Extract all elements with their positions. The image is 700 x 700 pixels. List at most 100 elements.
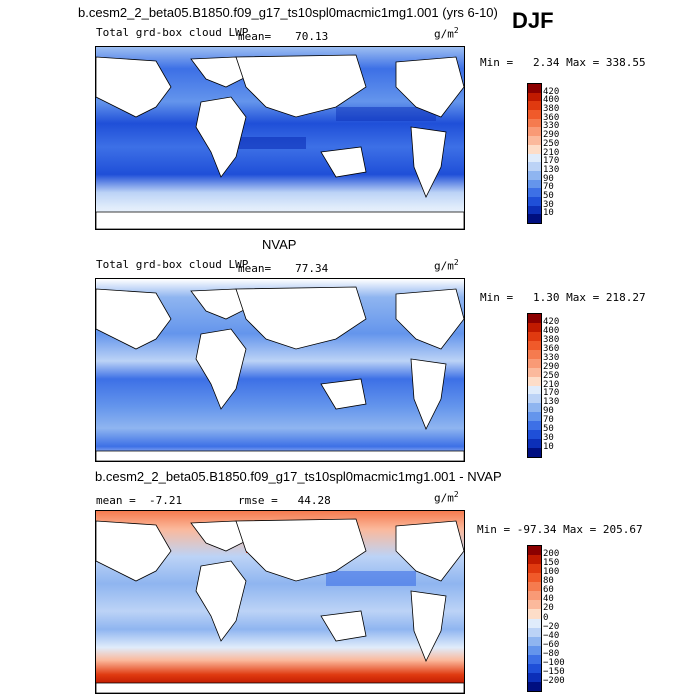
panel1-colorbar — [527, 83, 542, 224]
colorbar-segment — [528, 136, 541, 145]
colorbar-segment — [528, 600, 541, 610]
colorbar-segment — [528, 636, 541, 646]
colorbar-segment — [528, 188, 541, 197]
colorbar-tick-label: 360 — [543, 343, 560, 354]
colorbar-segment — [528, 573, 541, 583]
colorbar-tick-label: 10 — [543, 442, 554, 453]
colorbar-tick-label: 380 — [543, 104, 560, 115]
panel3-minmax: Min = -97.34 Max = 205.67 — [477, 523, 643, 536]
panel2-units: g/m2 — [434, 258, 459, 273]
panel3-units: g/m2 — [434, 490, 459, 505]
colorbar-tick-label: 170 — [543, 388, 560, 399]
colorbar-segment — [528, 546, 541, 556]
colorbar-segment — [528, 179, 541, 189]
colorbar-segment — [528, 322, 541, 332]
colorbar-segment — [528, 591, 541, 601]
colorbar-segment — [528, 101, 541, 111]
colorbar-segment — [528, 412, 541, 422]
panel3-title: b.cesm2_2_beta05.B1850.f09_g17_ts10spl0m… — [95, 469, 502, 484]
colorbar-segment — [528, 196, 541, 206]
colorbar-tick-label: −20 — [543, 621, 560, 632]
colorbar-tick-label: 50 — [543, 190, 554, 201]
colorbar-tick-label: 130 — [543, 397, 560, 408]
colorbar-tick-label: −200 — [543, 675, 565, 686]
colorbar-segment — [528, 618, 541, 628]
colorbar-tick-label: 200 — [543, 549, 560, 560]
colorbar-tick-label: −60 — [543, 639, 560, 650]
panel1-title: b.cesm2_2_beta05.B1850.f09_g17_ts10spl0m… — [78, 5, 498, 20]
colorbar-tick-label: 50 — [543, 424, 554, 435]
colorbar-tick-label: 10 — [543, 208, 554, 219]
colorbar-tick-label: −100 — [543, 657, 565, 668]
colorbar-segment — [528, 340, 541, 350]
colorbar-tick-label: −80 — [543, 648, 560, 659]
season-label: DJF — [512, 8, 554, 33]
colorbar-segment — [528, 153, 541, 163]
colorbar-segment — [528, 162, 541, 171]
colorbar-segment — [528, 403, 541, 413]
colorbar-segment — [528, 118, 541, 128]
panel3-colorbar — [527, 545, 542, 692]
panel3-continents — [96, 518, 464, 693]
colorbar-tick-label: 80 — [543, 576, 554, 587]
colorbar-tick-label: 360 — [543, 112, 560, 123]
colorbar-tick-label: 290 — [543, 361, 560, 372]
colorbar-segment — [528, 582, 541, 592]
colorbar-segment — [528, 385, 541, 395]
colorbar-tick-label: 30 — [543, 199, 554, 210]
colorbar-segment — [528, 645, 541, 655]
colorbar-segment — [528, 331, 541, 341]
colorbar-segment — [528, 439, 541, 449]
colorbar-tick-label: 90 — [543, 406, 554, 417]
panel1-variable: Total grd-box cloud LWP — [96, 26, 249, 39]
colorbar-tick-label: 130 — [543, 164, 560, 175]
colorbar-segment — [528, 448, 541, 457]
colorbar-segment — [528, 421, 541, 431]
colorbar-tick-label: 90 — [543, 173, 554, 184]
colorbar-segment — [528, 205, 541, 215]
panel3-rmse: rmse = 44.28 — [238, 494, 331, 507]
colorbar-tick-label: 330 — [543, 352, 560, 363]
colorbar-segment — [528, 654, 541, 664]
colorbar-segment — [528, 376, 541, 386]
colorbar-segment — [528, 555, 541, 565]
colorbar-tick-label: 400 — [543, 95, 560, 106]
panel1-minmax: Min = 2.34 Max = 338.55 — [480, 56, 646, 69]
colorbar-tick-label: −150 — [543, 666, 565, 677]
colorbar-tick-label: 30 — [543, 433, 554, 444]
colorbar-segment — [528, 627, 541, 637]
colorbar-tick-label: 20 — [543, 603, 554, 614]
colorbar-segment — [528, 110, 541, 119]
panel2-variable: Total grd-box cloud LWP — [96, 258, 249, 271]
colorbar-segment — [528, 430, 541, 440]
colorbar-tick-label: −40 — [543, 630, 560, 641]
panel1-units: g/m2 — [434, 26, 459, 41]
colorbar-segment — [528, 170, 541, 180]
colorbar-tick-label: 0 — [543, 612, 549, 623]
colorbar-tick-label: 150 — [543, 558, 560, 569]
panel2-continents — [96, 286, 464, 461]
colorbar-segment — [528, 92, 541, 102]
panel1-continents — [96, 54, 464, 229]
colorbar-segment — [528, 314, 541, 323]
colorbar-segment — [528, 672, 541, 682]
colorbar-segment — [528, 349, 541, 359]
colorbar-tick-label: 70 — [543, 182, 554, 193]
colorbar-tick-label: 60 — [543, 585, 554, 596]
colorbar-segment — [528, 663, 541, 673]
colorbar-segment — [528, 127, 541, 137]
panel1-mean: mean= 70.13 — [238, 30, 329, 43]
panel2-title: NVAP — [262, 237, 297, 252]
colorbar-segment — [528, 564, 541, 574]
colorbar-tick-label: 290 — [543, 130, 560, 141]
colorbar-tick-label: 330 — [543, 121, 560, 132]
panel1-map — [95, 46, 465, 230]
panel2-map — [95, 278, 465, 462]
colorbar-tick-label: 250 — [543, 138, 560, 149]
colorbar-segment — [528, 214, 541, 223]
colorbar-tick-label: 420 — [543, 86, 560, 97]
colorbar-tick-label: 400 — [543, 325, 560, 336]
panel3-mean: mean = -7.21 — [96, 494, 183, 507]
colorbar-tick-label: 210 — [543, 379, 560, 390]
